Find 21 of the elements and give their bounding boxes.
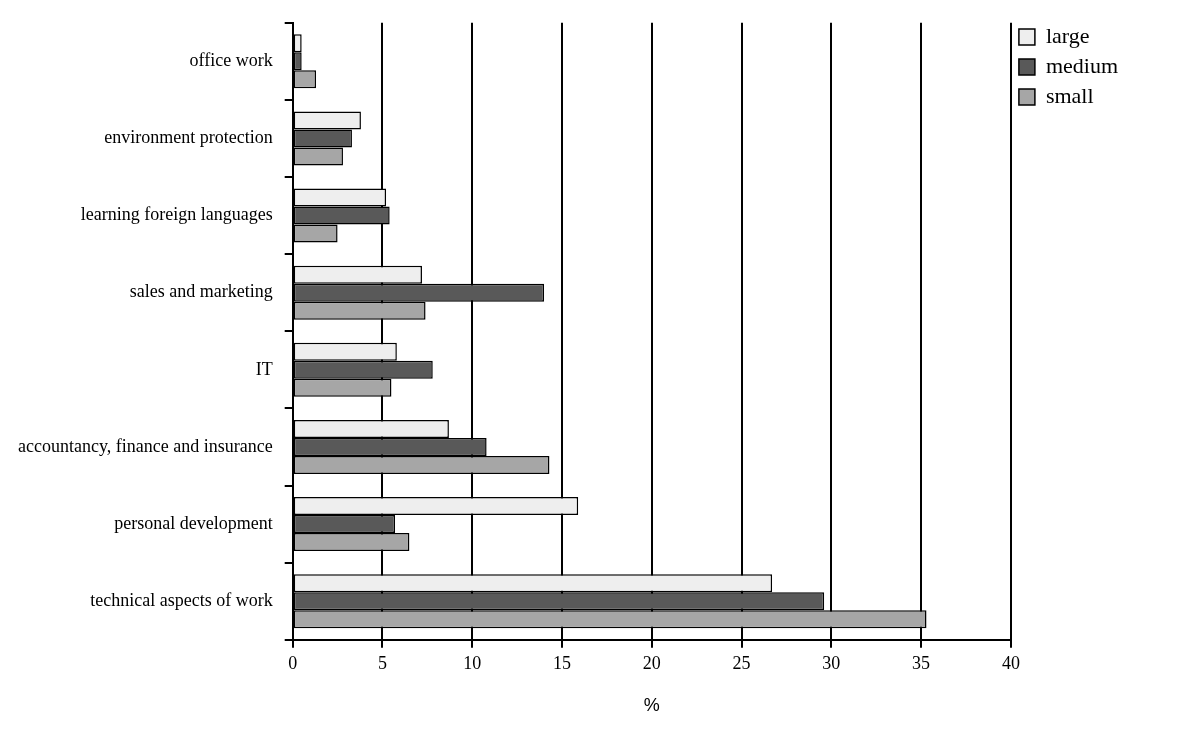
legend-label: large [1045,22,1090,48]
y-tick-label: office work [189,50,273,71]
legend-label: small [1045,82,1094,108]
y-tick-label: environment protection [104,127,273,148]
y-tick-label: sales and marketing [129,281,273,302]
y-tick-label: learning foreign languages [80,204,273,225]
x-tick-label: 25 [732,653,751,674]
x-tick-label: 15 [553,653,572,674]
x-tick-label: 20 [642,653,661,674]
x-axis-title: % [643,695,660,716]
y-tick-label: personal development [114,512,273,533]
x-tick-label: 30 [822,653,841,674]
x-tick-label: 40 [1001,653,1020,674]
y-tick-label: accountancy, finance and insurance [18,435,273,456]
x-tick-label: 10 [463,653,482,674]
x-tick-label: 35 [912,653,931,674]
x-tick-label: 5 [377,653,387,674]
x-tick-label: 0 [288,653,298,674]
y-tick-label: IT [255,358,273,379]
legend-label: medium [1045,52,1119,78]
y-tick-label: technical aspects of work [90,589,273,610]
